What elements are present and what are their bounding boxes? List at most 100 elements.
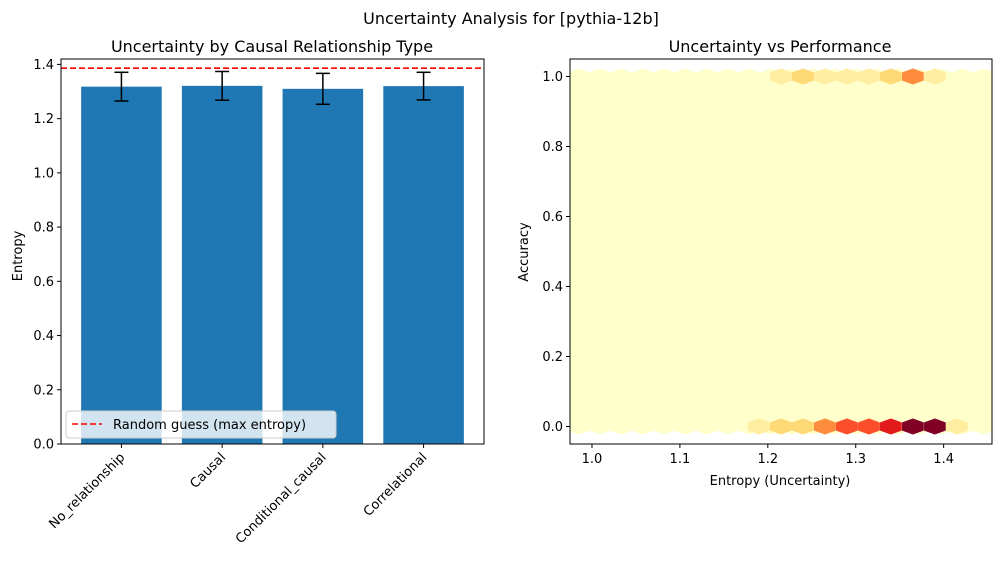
hexbin-cell bbox=[994, 325, 1001, 341]
y-tick-label: 0.6 bbox=[542, 210, 563, 225]
bar-chart-ylabel: Entropy bbox=[11, 230, 26, 281]
hexbin-cell-hot bbox=[923, 68, 946, 85]
hexbin-cell bbox=[983, 267, 992, 283]
y-tick-label: 1.4 bbox=[33, 58, 54, 73]
bar bbox=[383, 86, 464, 445]
hexbin-cell bbox=[994, 232, 1001, 248]
y-tick-label: 0.0 bbox=[33, 438, 54, 453]
x-tick-label: Causal bbox=[188, 450, 229, 491]
y-tick-label: 0.2 bbox=[33, 383, 54, 398]
bar bbox=[282, 88, 364, 444]
hexbin-chart-ylabel: Accuracy bbox=[517, 222, 532, 282]
y-tick-label: 1.2 bbox=[33, 112, 54, 127]
hexbin-cell bbox=[994, 162, 1001, 178]
hexbin-chart-frame bbox=[569, 58, 993, 445]
hexbin-cell bbox=[983, 384, 992, 399]
y-tick-label: 0.8 bbox=[33, 221, 54, 236]
bar bbox=[81, 86, 162, 444]
hexbin-cell bbox=[994, 139, 1001, 155]
hexbin-cell-hot bbox=[814, 418, 836, 435]
y-tick-label: 0.4 bbox=[542, 280, 563, 295]
y-tick-label: 0.2 bbox=[542, 350, 563, 365]
hexbin-cell-hot bbox=[879, 418, 902, 435]
y-tick-label: 0.0 bbox=[542, 420, 563, 435]
x-tick-label: Correlational bbox=[361, 450, 430, 519]
hexbin-cell bbox=[994, 92, 1001, 108]
hexbin-cell bbox=[547, 395, 568, 411]
hexbin-cell bbox=[972, 418, 992, 435]
hexbin-chart-title: Uncertainty vs Performance bbox=[669, 37, 892, 56]
hexbin-cell-hot bbox=[879, 68, 902, 85]
y-tick-label: 0.6 bbox=[33, 275, 54, 290]
hexbin-cell bbox=[547, 302, 568, 318]
x-tick-label: 1.2 bbox=[757, 452, 778, 467]
x-tick-label: 1.4 bbox=[933, 452, 954, 467]
hexbin-cell-hot bbox=[836, 68, 858, 85]
bar-chart-legend: Random guess (max entropy) bbox=[65, 410, 337, 439]
hexbin-cell-hot bbox=[923, 418, 946, 435]
bar-chart-frame bbox=[60, 58, 485, 445]
hexbin-cell bbox=[994, 209, 1001, 225]
hexbin-chart: Uncertainty vs Performance Entropy (Unce… bbox=[517, 37, 1001, 489]
hexbin-cell bbox=[983, 314, 992, 329]
hexbin-cell bbox=[983, 244, 992, 259]
hexbin-cell bbox=[547, 115, 568, 131]
hexbin-cell-hot bbox=[858, 68, 880, 85]
hexbin-cell bbox=[983, 150, 992, 166]
hexbin-cell bbox=[547, 325, 568, 341]
hexbin-cell-hot bbox=[770, 418, 792, 435]
hexbin-cell bbox=[994, 115, 1001, 131]
y-tick-label: 1.0 bbox=[542, 70, 563, 85]
hexbin-cell bbox=[983, 80, 992, 96]
hexbin-cell bbox=[547, 162, 568, 178]
hexbin-cell bbox=[547, 255, 568, 271]
hexbin-cell-hot bbox=[945, 418, 968, 435]
x-tick-label: Conditional_causal bbox=[233, 450, 330, 547]
hexbin-cell-hot bbox=[792, 68, 814, 85]
hexbin-cell-hot bbox=[792, 418, 814, 435]
hexbin-cell bbox=[547, 185, 568, 201]
hexbin-cell-hot bbox=[814, 68, 836, 85]
y-tick-label: 0.4 bbox=[33, 329, 54, 344]
hexbin-cell-hot bbox=[836, 418, 858, 435]
x-tick-label: 1.1 bbox=[670, 452, 691, 467]
hexbin-cell bbox=[983, 407, 992, 423]
hexbin-cell bbox=[983, 337, 992, 353]
hexbin-cell bbox=[994, 372, 1001, 388]
hexbin-cell bbox=[983, 290, 992, 306]
hexbin-cell bbox=[994, 185, 1001, 201]
hexbin-cell-hot bbox=[901, 68, 924, 85]
legend-box bbox=[65, 410, 337, 439]
hexbin-cell bbox=[547, 232, 568, 248]
hexbin-cell bbox=[983, 360, 992, 376]
bar bbox=[181, 85, 263, 444]
hexbin-cell bbox=[547, 372, 568, 388]
x-tick-label: 1.0 bbox=[582, 452, 603, 467]
hexbin-cell bbox=[994, 279, 1001, 295]
legend-label: Random guess (max entropy) bbox=[113, 418, 306, 433]
bar-chart-title: Uncertainty by Causal Relationship Type bbox=[111, 37, 433, 56]
hexbin-cell bbox=[994, 419, 1001, 435]
hexbin-cell-hot bbox=[858, 418, 880, 435]
y-tick-label: 1.0 bbox=[33, 166, 54, 181]
hexbin-cell-hot bbox=[770, 68, 792, 85]
hexbin-cell bbox=[547, 92, 568, 108]
hexbin-cell bbox=[983, 127, 992, 143]
y-tick-label: 0.8 bbox=[542, 140, 563, 155]
bar-chart: Uncertainty by Causal Relationship Type … bbox=[11, 37, 485, 547]
figure-suptitle: Uncertainty Analysis for [pythia-12b] bbox=[363, 9, 659, 28]
hexbin-cell bbox=[983, 174, 992, 189]
hexbin-chart-xlabel: Entropy (Uncertainty) bbox=[710, 474, 851, 489]
x-tick-label: 1.3 bbox=[845, 452, 866, 467]
hexbin-cell bbox=[994, 255, 1001, 271]
hexbin-cell bbox=[994, 349, 1001, 365]
x-tick-label: No_relationship bbox=[47, 450, 129, 532]
hexbin-cell-hot bbox=[748, 418, 770, 435]
hexbin-cell bbox=[994, 302, 1001, 318]
hexbin-cell bbox=[994, 69, 1001, 85]
hexbin-cell bbox=[983, 104, 992, 119]
hexbin-cell bbox=[994, 395, 1001, 411]
hexbin-cell bbox=[983, 220, 992, 236]
hexbin-cell bbox=[983, 197, 992, 213]
